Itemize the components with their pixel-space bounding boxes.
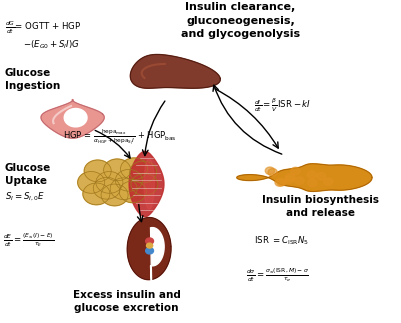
Circle shape (101, 184, 128, 206)
Circle shape (84, 160, 111, 182)
Circle shape (286, 173, 295, 181)
Polygon shape (130, 55, 220, 88)
Polygon shape (127, 218, 171, 280)
Circle shape (146, 248, 154, 254)
Circle shape (308, 179, 317, 187)
Polygon shape (150, 228, 164, 322)
Text: Excess insulin and
glucose excretion: Excess insulin and glucose excretion (73, 290, 180, 313)
Text: $S_I = S_{I,0}E$: $S_I = S_{I,0}E$ (5, 191, 45, 203)
Circle shape (146, 238, 154, 244)
Text: ISR $= C_{\mathrm{ISR}}N_5$: ISR $= C_{\mathrm{ISR}}N_5$ (255, 234, 310, 246)
Circle shape (93, 177, 120, 199)
Polygon shape (144, 159, 154, 209)
Circle shape (316, 172, 326, 180)
Text: Insulin clearance,
gluconeogenesis,
and glycogenolysis: Insulin clearance, gluconeogenesis, and … (181, 2, 300, 39)
Circle shape (277, 178, 286, 186)
Circle shape (324, 178, 333, 185)
Circle shape (121, 158, 148, 180)
Text: $\frac{dE}{dt}=\frac{(E_\infty(I)-E)}{\tau_E}$: $\frac{dE}{dt}=\frac{(E_\infty(I)-E)}{\t… (3, 232, 54, 249)
Circle shape (131, 174, 158, 195)
Text: $\frac{dI}{dt}=\frac{\beta}{V}$ISR $-kI$: $\frac{dI}{dt}=\frac{\beta}{V}$ISR $-kI$ (255, 96, 311, 114)
Text: $-(E_{G0}+S_I I)G$: $-(E_{G0}+S_I I)G$ (23, 38, 80, 51)
Circle shape (146, 243, 153, 248)
Circle shape (115, 170, 142, 191)
Polygon shape (41, 99, 104, 138)
Circle shape (275, 179, 284, 186)
Circle shape (110, 178, 137, 200)
Circle shape (265, 167, 275, 174)
Circle shape (295, 177, 304, 184)
Polygon shape (129, 151, 164, 217)
Circle shape (268, 169, 277, 176)
Circle shape (291, 167, 300, 175)
Circle shape (78, 172, 105, 193)
Text: HGP = $\frac{\mathrm{hepa_{max}}}{\alpha_{\mathrm{HGP}}+\mathrm{hepa}_{S_I}I}$ +: HGP = $\frac{\mathrm{hepa_{max}}}{\alpha… (63, 128, 176, 147)
Text: Insulin biosynthesis
and release: Insulin biosynthesis and release (262, 195, 379, 218)
Circle shape (83, 183, 110, 205)
Circle shape (130, 161, 157, 183)
Circle shape (104, 159, 131, 181)
Text: Glucose
Ingestion: Glucose Ingestion (5, 68, 60, 91)
Circle shape (119, 181, 146, 203)
Polygon shape (237, 164, 372, 192)
Text: $\frac{dG}{dt}$= OGTT + HGP: $\frac{dG}{dt}$= OGTT + HGP (5, 20, 81, 36)
Circle shape (307, 171, 316, 178)
Polygon shape (64, 109, 87, 127)
Circle shape (96, 172, 123, 193)
Circle shape (285, 176, 294, 183)
Text: $\frac{d\sigma}{dt}=\frac{\sigma_\infty(\mathrm{ISR},M)-\sigma}{\tau_\sigma}$: $\frac{d\sigma}{dt}=\frac{\sigma_\infty(… (247, 267, 310, 285)
Text: Glucose
Uptake: Glucose Uptake (5, 163, 51, 186)
